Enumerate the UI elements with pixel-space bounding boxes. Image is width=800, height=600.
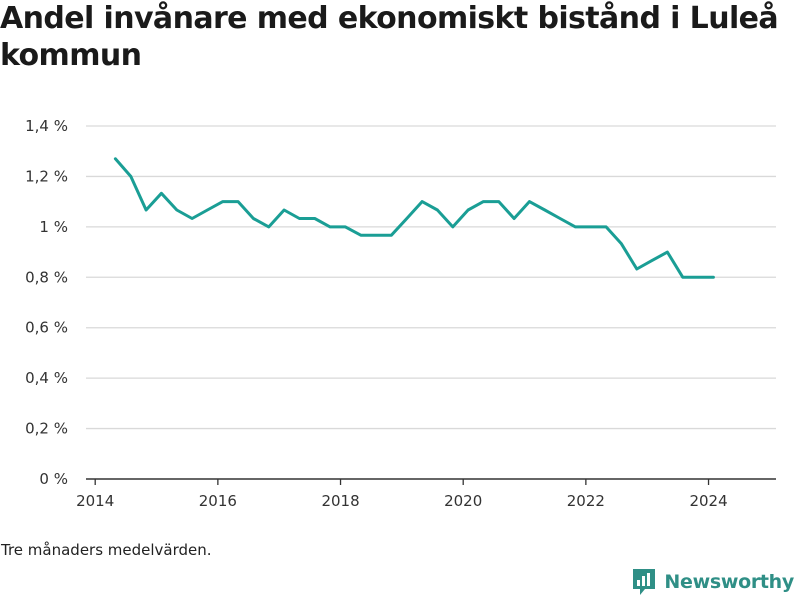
data-point: [681, 276, 684, 279]
data-point: [574, 225, 577, 229]
data-point: [328, 225, 332, 229]
data-point: [114, 157, 117, 160]
data-point: [635, 267, 638, 271]
data-point: [190, 217, 194, 220]
data-point: [528, 200, 531, 203]
data-point: [298, 217, 301, 220]
x-tick-label: 2014: [76, 492, 114, 510]
newsworthy-logo-icon: [633, 569, 656, 595]
data-point: [512, 217, 516, 220]
footnote: Tre månaders medelvärden.: [1, 541, 212, 559]
brand[interactable]: Newsworthy: [632, 568, 794, 596]
data-point: [221, 200, 224, 203]
data-point: [712, 276, 715, 279]
series-group: [113, 157, 715, 279]
data-point: [420, 200, 424, 203]
data-point: [282, 208, 286, 212]
data-point: [267, 225, 270, 229]
data-point: [313, 217, 316, 220]
data-point: [252, 217, 255, 220]
data-point: [543, 208, 546, 212]
data-point: [466, 208, 470, 212]
data-point: [144, 208, 148, 212]
y-tick-label: 0 %: [39, 470, 68, 488]
data-point: [589, 225, 592, 229]
x-tick-label: 2022: [567, 492, 605, 510]
data-point: [650, 259, 654, 262]
data-point: [236, 200, 240, 203]
data-point: [390, 233, 393, 237]
x-tick-label: 2018: [321, 492, 359, 510]
y-tick-label: 1,2 %: [25, 167, 68, 185]
data-point: [696, 276, 700, 279]
data-point: [482, 200, 485, 203]
data-point: [129, 175, 132, 178]
data-point: [405, 217, 408, 220]
data-point: [359, 233, 362, 237]
y-tick-label: 1 %: [39, 218, 68, 236]
data-point: [604, 225, 608, 229]
data-point: [160, 192, 163, 195]
data-point: [436, 208, 439, 212]
data-point: [497, 200, 500, 203]
data-point: [206, 208, 209, 212]
data-point: [175, 208, 178, 212]
y-tick-label: 0,6 %: [25, 319, 68, 337]
gridlines: [86, 125, 776, 430]
y-tick-label: 1,4 %: [25, 117, 68, 135]
series-line: [113, 157, 715, 279]
chart-title: Andel invånare med ekonomiskt bistånd i …: [0, 1, 779, 73]
x-axis: 2014 2016 2018 2020 2022 2024: [76, 478, 776, 510]
data-point: [344, 225, 347, 229]
data-point: [666, 250, 669, 254]
y-tick-label: 0,8 %: [25, 268, 68, 286]
data-point: [558, 217, 562, 220]
line-chart: 0 % 0,2 % 0,4 % 0,6 % 0,8 % 1 % 1,2 % 1,4 % 201…: [25, 117, 776, 510]
x-tick-label: 2024: [689, 492, 727, 510]
x-tick-label: 2016: [199, 492, 237, 510]
x-tick-label: 2020: [444, 492, 482, 510]
data-point: [374, 233, 378, 237]
data-point: [451, 225, 454, 229]
y-tick-label: 0,4 %: [25, 369, 68, 387]
data-point: [620, 242, 623, 245]
y-axis-ticks: 0 % 0,2 % 0,4 % 0,6 % 0,8 % 1 % 1,2 % 1,4 %: [25, 117, 68, 488]
brand-name: Newsworthy: [664, 571, 794, 593]
y-tick-label: 0,2 %: [25, 420, 68, 438]
